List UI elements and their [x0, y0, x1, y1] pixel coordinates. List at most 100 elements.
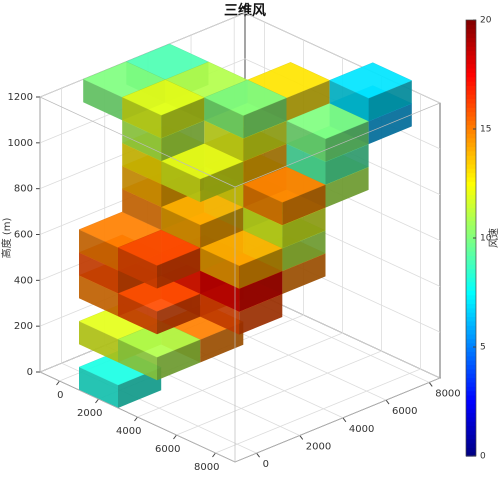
colorbar-band [466, 416, 476, 422]
colorbar-band [466, 381, 476, 387]
voxel-top [329, 62, 413, 99]
y-tick [342, 417, 347, 423]
colorbar-band [466, 137, 476, 143]
voxel-side [157, 339, 201, 381]
box-edge [234, 377, 441, 463]
voxel-side [282, 253, 326, 294]
colorbar-band [466, 355, 476, 361]
voxel-side [79, 252, 118, 294]
voxel-side [200, 270, 240, 312]
colorbar-band [466, 72, 476, 78]
colorbar-band [466, 242, 476, 248]
colorbar-band [466, 351, 476, 357]
colorbar-band [466, 447, 476, 453]
colorbar-band [466, 316, 476, 322]
x-tick-label: 2000 [77, 408, 102, 419]
colorbar-band [466, 155, 476, 161]
voxel-side [118, 367, 162, 408]
colorbar-band [466, 281, 476, 287]
colorbar-tick-label: 0 [480, 452, 486, 462]
colorbar-band [466, 185, 476, 191]
colorbar-band [466, 442, 476, 448]
colorbar-band [466, 347, 476, 352]
colorbar-band [466, 307, 476, 313]
colorbar-band [466, 85, 476, 91]
colorbar-band [466, 54, 476, 60]
x-tick [212, 452, 216, 458]
z-tick-label: 600 [14, 230, 33, 241]
colorbar-band [466, 238, 476, 243]
voxel-side [200, 321, 244, 363]
colorbar-band [466, 259, 476, 265]
colorbar-band [466, 102, 476, 108]
colorbar-band [466, 320, 476, 326]
voxel-side [122, 166, 162, 207]
colorbar-band [466, 246, 476, 252]
y-tick [256, 452, 260, 458]
colorbar-band [466, 20, 476, 25]
y-tick-label: 2000 [306, 441, 331, 452]
voxel-side [161, 120, 205, 162]
colorbar-band [466, 207, 476, 213]
colorbar-band [466, 251, 476, 257]
voxel-side [286, 143, 326, 185]
voxel-side [122, 97, 162, 139]
colorbar-band [466, 438, 476, 444]
z-tick-label: 400 [14, 275, 33, 286]
colorbar-band [466, 50, 476, 56]
voxel-side [325, 144, 369, 185]
box-edge [39, 371, 236, 463]
box-edge [234, 102, 441, 188]
x-tick-label: 4000 [116, 426, 141, 437]
voxel-side [79, 229, 118, 271]
x-tick-label: 6000 [155, 444, 180, 455]
colorbar-band [466, 272, 476, 278]
colorbar-band [466, 216, 476, 222]
voxel-side [118, 293, 157, 335]
voxel-side [157, 247, 201, 289]
colorbar-band [466, 303, 476, 309]
colorbar-band [466, 434, 476, 440]
colorbar-band [466, 194, 476, 200]
voxel-side [161, 207, 201, 248]
y-tick [385, 399, 390, 405]
colorbar-band [466, 368, 476, 374]
y-tick-label: 4000 [349, 424, 374, 435]
voxel [160, 143, 244, 203]
colorbar-band [466, 98, 476, 104]
colorbar-band [466, 299, 476, 304]
colorbar-band [466, 129, 476, 134]
voxel-side [243, 120, 287, 162]
colorbar-band [466, 224, 476, 230]
z-axis-label: 高度 (m) [0, 218, 13, 259]
colorbar-band [466, 255, 476, 261]
x-grid-line [215, 368, 421, 454]
z-tick-label: 1000 [8, 138, 33, 149]
colorbar-band [466, 198, 476, 204]
colorbar-band [466, 150, 476, 156]
y-tick [299, 435, 304, 440]
voxel-side [204, 97, 244, 139]
colorbar-band [466, 176, 476, 182]
voxel-side [161, 97, 205, 139]
x-tick [95, 398, 99, 404]
voxel-side [243, 97, 287, 139]
colorbar-band [466, 46, 476, 52]
colorbar-band [466, 421, 476, 427]
colorbar-band [466, 24, 476, 30]
voxel-side [243, 184, 283, 226]
y-tick-label: 8000 [435, 388, 460, 399]
voxel-side [239, 248, 283, 289]
x-grid-line [137, 332, 343, 418]
y-tick-label: 0 [263, 459, 269, 470]
colorbar-band [466, 203, 476, 209]
voxel-side [122, 189, 162, 230]
colorbar-band [466, 386, 476, 392]
colorbar-band [466, 168, 476, 174]
colorbar-band [466, 290, 476, 296]
colorbar-band [466, 364, 476, 370]
colorbar-tick-label: 15 [480, 125, 491, 135]
voxel [121, 79, 205, 139]
colorbar-band [466, 28, 476, 34]
